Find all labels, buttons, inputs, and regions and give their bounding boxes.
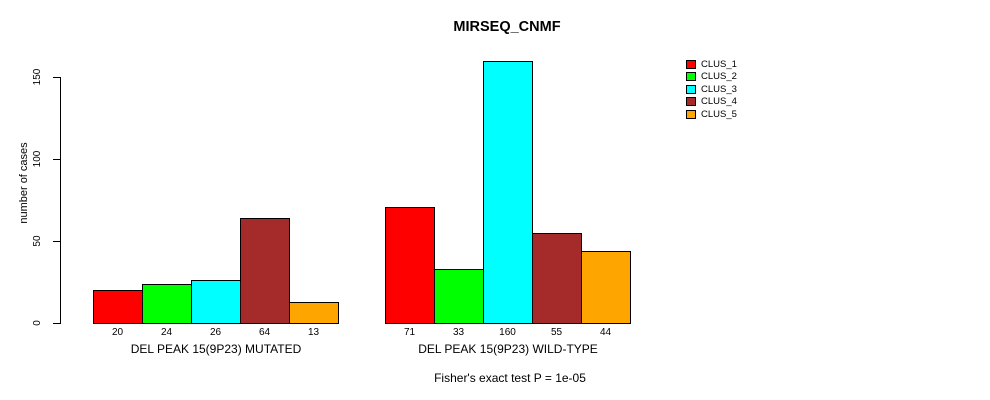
legend-label: CLUS_2	[701, 71, 737, 82]
legend-item-clus_4: CLUS_4	[686, 96, 737, 107]
y-tick-mark	[53, 77, 60, 78]
legend-label: CLUS_5	[701, 108, 737, 120]
y-tick-mark	[53, 323, 60, 324]
bar-value-label: 33	[452, 327, 465, 338]
bar-value-label: 44	[599, 327, 612, 338]
bar-clus_1-group2	[385, 207, 435, 324]
legend-label: CLUS_3	[701, 83, 737, 95]
bar-clus_5-group1	[289, 302, 339, 324]
footer-note: Fisher's exact test P = 1e-05	[434, 371, 586, 385]
legend-item-clus_1: CLUS_1	[686, 59, 737, 70]
legend-label: CLUS_4	[701, 96, 737, 107]
y-tick-label: 50	[32, 235, 43, 247]
legend-swatch-clus_1	[686, 59, 696, 69]
y-tick-label: 0	[32, 320, 43, 326]
legend-swatch-clus_3	[686, 84, 696, 94]
legend-item-clus_5: CLUS_5	[686, 109, 737, 120]
y-tick-mark	[53, 241, 60, 242]
legend-item-clus_3: CLUS_3	[686, 84, 737, 95]
legend-label: CLUS_1	[701, 58, 737, 70]
bar-value-label: 64	[258, 327, 271, 338]
bar-value-label: 71	[403, 327, 416, 338]
bar-clus_3-group1	[191, 280, 241, 324]
y-axis-title: number of cases	[18, 142, 30, 224]
bar-clus_5-group2	[581, 251, 631, 324]
bar-value-label: 24	[160, 327, 173, 338]
bar-clus_2-group2	[434, 269, 484, 324]
bar-value-label: 26	[209, 327, 222, 338]
bar-value-label: 55	[550, 327, 563, 338]
y-tick-mark	[53, 159, 60, 160]
chart-title: MIRSEQ_CNMF	[453, 19, 561, 35]
group-label-2: DEL PEAK 15(9P23) WILD-TYPE	[418, 342, 598, 356]
group-label-1: DEL PEAK 15(9P23) MUTATED	[130, 342, 302, 356]
bar-value-label: 20	[111, 327, 124, 338]
bar-clus_2-group1	[142, 284, 192, 324]
bar-clus_4-group2	[532, 233, 582, 324]
bar-clus_4-group1	[240, 218, 290, 324]
bar-clus_1-group1	[93, 290, 143, 324]
legend-swatch-clus_5	[686, 109, 696, 119]
legend-item-clus_2: CLUS_2	[686, 71, 737, 82]
bar-value-label: 13	[307, 327, 320, 338]
legend-swatch-clus_2	[686, 72, 696, 81]
bar-clus_3-group2	[483, 61, 533, 324]
y-axis-line	[60, 77, 61, 324]
legend-swatch-clus_4	[686, 97, 696, 106]
y-tick-label: 150	[32, 68, 43, 86]
bar-value-label: 160	[499, 327, 516, 338]
y-tick-label: 100	[32, 150, 43, 168]
